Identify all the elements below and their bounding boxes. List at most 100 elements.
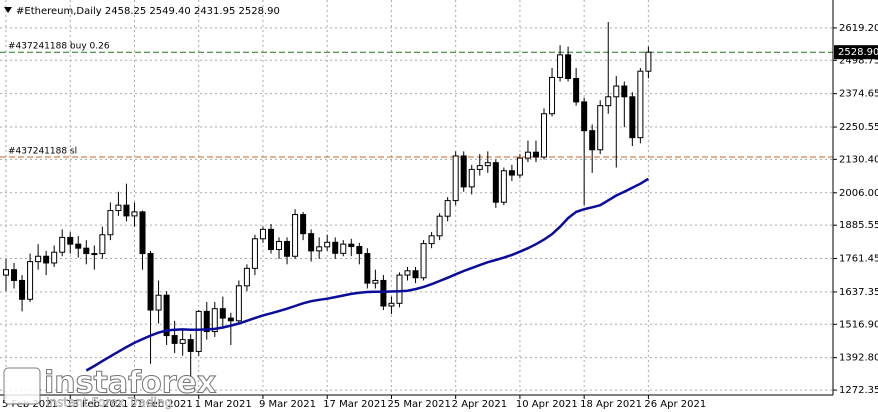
candle-body [267,228,274,251]
candle-body [251,238,258,269]
candle-body [364,253,371,284]
candle-body [613,85,620,98]
candle-body [171,335,178,344]
candle-body [155,294,162,311]
moving-average [85,177,650,372]
candle-body [187,339,194,352]
y-tick-label: 1272.35 [839,385,878,396]
candle-body [139,211,146,255]
y-tick-label: 2130.40 [839,154,878,165]
candle-body [19,279,26,300]
candle-body [243,267,250,287]
price-marker [834,45,878,60]
candle-body [492,162,499,203]
candle-body [259,228,266,240]
watermark-logo [3,367,41,405]
candle-body [276,240,283,251]
candle-body [115,204,122,212]
candle-body [396,274,403,304]
candle-body [412,270,419,279]
candle-body [99,234,106,255]
candle-body [444,200,451,217]
x-tick-label: 13 Feb 2021 [66,399,128,410]
candle-body [348,243,355,248]
candle-body [219,308,226,319]
candle-body [107,210,114,236]
chart-title: #Ethereum,Daily 2458.25 2549.40 2431.95 … [16,6,280,17]
candle-body [27,261,34,300]
candle-body [203,310,210,333]
candle-body [163,294,170,337]
y-tick-label: 2374.65 [839,89,878,100]
order-label: #437241188 sl [8,147,77,157]
candle-body [420,243,427,279]
candle-body [621,85,628,98]
candle-body [468,168,475,188]
x-tick-label: 10 Apr 2021 [516,399,578,410]
candle-body [179,339,186,344]
x-tick-label: 9 Mar 2021 [259,399,316,410]
candle-body [516,157,523,176]
candle-body [75,243,82,249]
candle-body [316,246,323,252]
x-tick-label: 18 Apr 2021 [580,399,642,410]
candle-body [195,310,202,352]
candle-body [83,247,90,255]
candle-body [436,215,443,237]
y-tick-label: 1761.45 [839,254,878,265]
x-tick-label: 17 Mar 2021 [323,399,386,410]
candle-body [340,243,347,254]
candle-body [500,170,507,203]
candle-body [645,51,652,72]
candle-body [589,130,596,151]
y-tick-label: 1392.80 [839,353,878,364]
candle-body [123,204,130,217]
candle-body [452,155,459,202]
plot [3,22,652,383]
candle-body [549,76,556,115]
candle-body [356,246,363,255]
x-tick-label: 21 Feb 2021 [130,399,192,410]
y-tick-label: 1516.90 [839,319,878,330]
candle-body [557,54,564,78]
candle-body [508,170,515,176]
x-tick-label: 1 Mar 2021 [195,399,252,410]
y-tick-label: 2006.00 [839,188,878,199]
candle-body [573,78,580,103]
candle-body [460,155,467,188]
candle-body [3,269,9,276]
candle-body [131,211,138,217]
candle-body [597,105,604,151]
candle-body [300,214,307,235]
candle-body [404,270,411,276]
candle-body [67,236,74,245]
candle-body [476,165,483,170]
candle-body [372,279,379,284]
y-tick-label: 2619.20 [839,23,878,34]
candle-body [59,236,66,253]
order-label: #437241188 buy 0.26 [8,42,110,52]
candle-body [51,251,58,264]
x-tick-label: 2 Apr 2021 [452,399,507,410]
symbol-icon [4,7,12,13]
candle-body [292,214,299,257]
candle-body [227,317,234,322]
candle-body [388,302,395,307]
x-tick-label: 25 Mar 2021 [387,399,450,410]
candle-body [284,240,291,257]
y-tick-label: 2498.75 [839,55,878,66]
price-marker-label: 2528.90 [838,47,878,58]
candle-body [91,253,98,256]
watermark-slogan: Instant Forex Trading [46,396,172,410]
candle-body [380,279,387,307]
candle-body [581,101,588,132]
candle-body [147,253,154,311]
x-tick-label: 26 Apr 2021 [644,399,706,410]
candle-body [211,308,218,333]
candle-body [43,255,50,264]
y-tick-label: 1637.35 [839,287,878,298]
candle-body [532,151,539,158]
candle-body [524,151,531,159]
